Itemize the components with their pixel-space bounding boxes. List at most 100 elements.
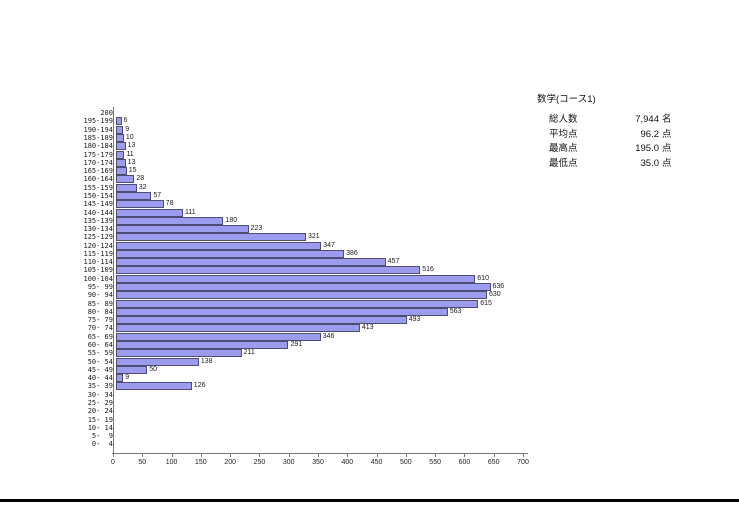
bar-track <box>116 407 527 415</box>
bar-track: 78 <box>116 200 527 209</box>
y-axis-label: 45- 49 <box>87 365 113 374</box>
chart-row: 45- 49 50 <box>78 365 527 374</box>
bar-track: 57 <box>116 191 527 200</box>
bar-track: 493 <box>116 316 527 325</box>
bar-value-label: 9 <box>125 374 130 382</box>
page-bottom-rule <box>0 499 739 502</box>
bar-value-label: 50 <box>149 365 158 373</box>
bar-track: 32 <box>116 183 527 192</box>
bar <box>116 216 224 225</box>
stat-label: 平均点 <box>549 128 578 140</box>
chart-row: 15- 19 <box>78 415 527 424</box>
chart-row: 105-109 516 <box>78 266 527 275</box>
chart-row: 35- 39 126 <box>78 382 527 391</box>
bar-value-label: 111 <box>185 208 196 216</box>
bar-track <box>116 399 527 407</box>
bar-rows: 200 195-199 6 190-194 9 185-189 10 180-184 13 175… <box>78 109 527 449</box>
chart-row: 140-144 111 <box>78 208 527 217</box>
chart-row: 25- 29 <box>78 399 527 407</box>
stat-value: 7,944 <box>635 114 659 125</box>
chart-row: 175-179 11 <box>78 150 527 159</box>
bar <box>116 283 491 292</box>
x-axis-tick <box>113 454 114 457</box>
chart-row: 115-119 386 <box>78 249 527 258</box>
x-axis-tick-label: 50 <box>138 459 147 466</box>
x-axis-tick-label: 250 <box>253 459 266 466</box>
stat-label: 総人数 <box>549 114 578 125</box>
bar-track: 13 <box>116 142 527 151</box>
bar-value-label: 636 <box>492 283 505 291</box>
chart-row: 75- 79 493 <box>78 316 527 325</box>
y-axis-label: 15- 19 <box>87 415 113 424</box>
bar <box>116 167 127 176</box>
bar <box>116 117 122 126</box>
y-axis-label: 60- 64 <box>87 341 113 350</box>
x-axis-tick <box>435 454 437 457</box>
bar-track <box>116 440 527 448</box>
stat-unit: 点 <box>662 143 672 155</box>
chart-row: 40- 44 9 <box>78 374 527 383</box>
bar <box>116 150 125 159</box>
chart-row: 95- 99 636 <box>78 283 527 292</box>
y-axis-label: 195-199 <box>83 117 113 126</box>
x-axis-tick <box>464 454 466 457</box>
chart-row: 60- 64 291 <box>78 341 527 350</box>
bar <box>116 183 137 192</box>
bar-track <box>116 109 527 117</box>
bar <box>116 382 192 391</box>
bar-track: 11 <box>116 150 527 159</box>
chart-row: 100-104 610 <box>78 274 527 283</box>
chart-row: 145-149 78 <box>78 200 527 209</box>
chart-row: 80- 84 563 <box>78 307 527 316</box>
stat-row-total: 総人数 7,944 名 <box>537 111 672 126</box>
stat-value: 96.2 <box>640 128 660 140</box>
y-axis-label: 50- 54 <box>87 357 113 366</box>
chart-row: 160-164 28 <box>78 175 527 184</box>
x-axis-tick-label: 650 <box>487 459 500 466</box>
x-axis-tick <box>493 454 495 457</box>
y-axis-label: 185-189 <box>83 133 113 142</box>
chart-row: 185-189 10 <box>78 133 527 142</box>
bar-value-label: 211 <box>243 349 255 357</box>
stat-label: 最低点 <box>549 158 578 170</box>
y-axis-label: 135-139 <box>83 216 113 225</box>
bar-track: 386 <box>116 249 527 258</box>
bar <box>116 274 476 283</box>
stat-value: 195.0 <box>635 143 659 155</box>
bar-value-label: 10 <box>125 133 134 141</box>
bar-track: 457 <box>116 258 527 267</box>
y-axis-label: 95- 99 <box>87 283 113 292</box>
chart-row: 165-169 15 <box>78 167 527 176</box>
y-axis-label: 5- 9 <box>91 432 113 441</box>
chart-row: 110-114 457 <box>78 258 527 267</box>
bar <box>116 316 407 325</box>
y-axis-label: 40- 44 <box>87 374 113 383</box>
y-axis-label: 175-179 <box>83 150 113 159</box>
bar-track: 563 <box>116 307 527 316</box>
bar-track: 346 <box>116 332 527 341</box>
chart-row: 130-134 223 <box>78 225 527 234</box>
y-axis-label: 85- 89 <box>87 299 113 308</box>
bar-track: 291 <box>116 341 527 350</box>
bar-value-label: 321 <box>308 233 320 241</box>
chart-row: 155-159 32 <box>78 183 527 192</box>
bar <box>116 125 124 134</box>
x-axis-line <box>112 453 528 454</box>
bar-track: 28 <box>116 175 527 184</box>
stat-row-average: 平均点 96.2 点 <box>537 126 672 141</box>
bar-value-label: 57 <box>153 191 162 199</box>
bar-track: 516 <box>116 266 527 275</box>
bar-track <box>116 391 527 399</box>
bar-value-label: 32 <box>138 183 147 191</box>
x-axis-tick <box>347 454 349 457</box>
bar <box>116 357 199 366</box>
bar <box>116 191 152 200</box>
x-axis-tick-label: 550 <box>429 459 441 466</box>
bar-track <box>116 432 527 440</box>
x-axis-tick <box>142 454 144 457</box>
stat-row-min: 最低点 35.0 点 <box>537 155 672 170</box>
y-axis-label: 55- 59 <box>87 349 113 358</box>
stat-unit: 点 <box>662 158 672 170</box>
x-axis-tick <box>171 454 173 457</box>
x-axis-tick <box>523 454 524 457</box>
